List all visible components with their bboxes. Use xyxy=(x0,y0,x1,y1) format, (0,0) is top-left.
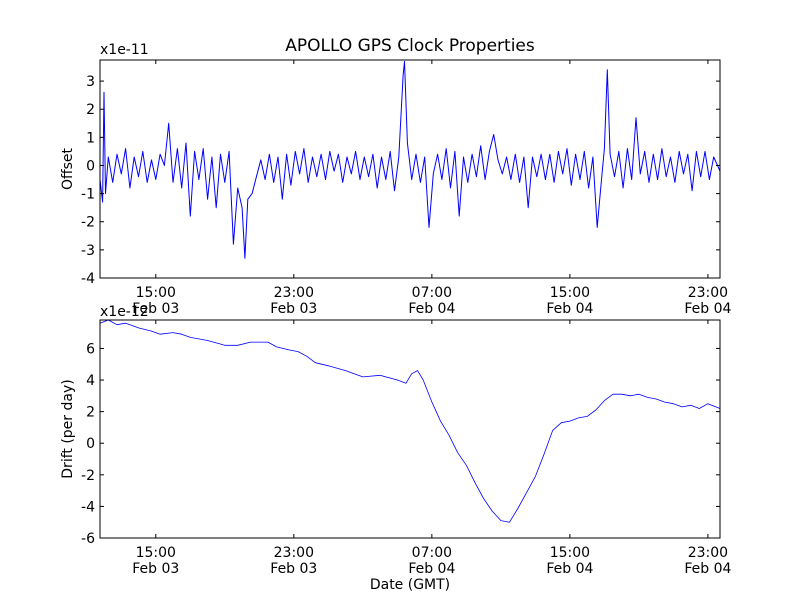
drift-plot-frame xyxy=(99,319,721,539)
offset-y-tick-label: 0 xyxy=(86,158,95,174)
drift-multiplier-label: x1e-12 xyxy=(100,304,149,320)
offset-x-tick-label-date: Feb 04 xyxy=(408,301,455,317)
drift-x-axis-label: Date (GMT) xyxy=(370,577,450,593)
drift-y-tick-label: 6 xyxy=(86,341,95,357)
offset-y-tick-label: -2 xyxy=(81,215,95,231)
drift-x-tick-label-time: 07:00 xyxy=(412,545,452,561)
offset-x-tick-label-time: 07:00 xyxy=(412,285,452,301)
offset-x-tick-label-time: 23:00 xyxy=(274,285,314,301)
drift-panel: x1e-12 Drift (per day) Date (GMT) -6 -4 -2… xyxy=(60,304,732,593)
offset-x-tick-label-time: 15:00 xyxy=(136,285,176,301)
drift-x-tick-label-date: Feb 04 xyxy=(684,561,731,577)
drift-series-line xyxy=(99,319,721,523)
drift-x-tick-label-time: 23:00 xyxy=(274,545,314,561)
offset-y-tick-label: 3 xyxy=(86,74,95,90)
offset-y-axis-label: Offset xyxy=(60,147,76,190)
drift-x-tick-label-time: 23:00 xyxy=(688,545,728,561)
offset-x-tick-label-date: Feb 04 xyxy=(546,301,593,317)
drift-x-tick-label-date: Feb 04 xyxy=(408,561,455,577)
offset-y-tick-label: 1 xyxy=(86,130,95,146)
drift-y-tick-label: -6 xyxy=(81,531,95,547)
drift-y-axis-label: Drift (per day) xyxy=(60,379,76,478)
offset-y-tick-label: -3 xyxy=(81,243,95,259)
drift-x-tick-label-time: 15:00 xyxy=(136,545,176,561)
offset-y-tick-label: 2 xyxy=(86,102,95,118)
offset-x-tick-label-time: 15:00 xyxy=(550,285,590,301)
drift-y-tick-label: -2 xyxy=(81,468,95,484)
drift-y-tick-label: 2 xyxy=(86,405,95,421)
offset-multiplier-label: x1e-11 xyxy=(100,42,149,58)
offset-series-line xyxy=(99,60,721,259)
offset-plot-frame xyxy=(99,59,721,279)
drift-y-tick-label: 4 xyxy=(86,373,95,389)
offset-x-tick-label-date: Feb 03 xyxy=(132,301,179,317)
offset-y-tick-label: -1 xyxy=(81,187,95,203)
drift-x-tick-label-time: 15:00 xyxy=(550,545,590,561)
offset-x-tick-label-date: Feb 03 xyxy=(270,301,317,317)
drift-x-tick-label-date: Feb 03 xyxy=(132,561,179,577)
offset-y-tick-label: -4 xyxy=(81,271,95,287)
drift-x-tick-label-date: Feb 03 xyxy=(270,561,317,577)
drift-y-tick-label: 0 xyxy=(86,436,95,452)
offset-x-tick-label-time: 23:00 xyxy=(688,285,728,301)
offset-x-tick-label-date: Feb 04 xyxy=(684,301,731,317)
chart-title: APOLLO GPS Clock Properties xyxy=(285,36,535,56)
drift-x-tick-label-date: Feb 04 xyxy=(546,561,593,577)
drift-y-tick-label: -4 xyxy=(81,499,95,515)
